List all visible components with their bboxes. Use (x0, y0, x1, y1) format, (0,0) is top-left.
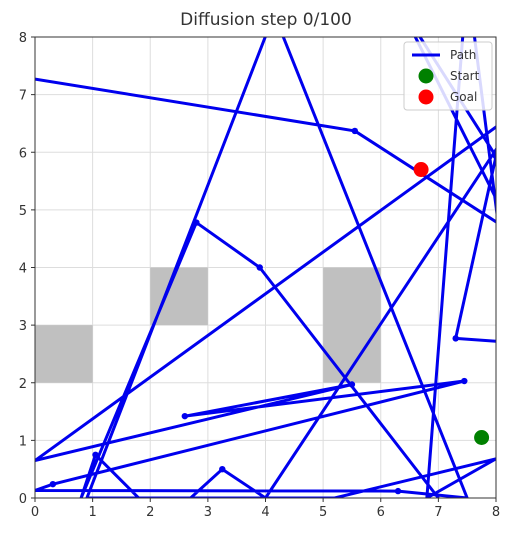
x-tick-label: 7 (434, 505, 442, 520)
y-tick-label: 7 (19, 89, 27, 104)
start-marker (474, 429, 490, 445)
goal-marker (413, 162, 429, 178)
x-tick-label: 0 (31, 505, 39, 520)
x-tick-label: 8 (492, 505, 500, 520)
legend-label: Goal (450, 90, 477, 104)
path-waypoint (193, 219, 200, 226)
path-waypoint (348, 381, 356, 388)
y-tick-label: 4 (19, 262, 27, 277)
legend: Path Start Goal (403, 41, 493, 111)
x-tick-label: 1 (88, 505, 96, 520)
legend-label: Start (450, 69, 480, 83)
x-tick-label: 5 (319, 505, 327, 520)
obstacle (35, 325, 93, 383)
y-tick-label: 8 (19, 31, 27, 46)
path-waypoint (461, 377, 468, 385)
legend-label: Path (450, 48, 476, 62)
x-tick-label: 3 (204, 505, 212, 520)
x-tick-label: 4 (261, 505, 269, 520)
y-tick-label: 0 (19, 492, 27, 507)
x-tick-label: 6 (377, 505, 385, 520)
y-tick-label: 1 (19, 434, 27, 449)
path-waypoint (351, 127, 359, 135)
series-layer (35, 37, 496, 498)
legend-start-swatch (418, 68, 434, 84)
y-tick-label: 2 (19, 377, 27, 392)
chart-title: Diffusion step 0/100 (180, 10, 352, 30)
path-waypoint (181, 412, 189, 420)
path-waypoint (49, 480, 57, 488)
path-waypoint (256, 264, 263, 271)
x-tick-label: 2 (146, 505, 154, 520)
path-waypoint (219, 465, 226, 473)
path-waypoint (92, 451, 99, 458)
legend-goal-swatch (418, 89, 434, 105)
y-tick-label: 6 (19, 146, 27, 161)
path-waypoint (452, 335, 459, 342)
y-tick-label: 5 (19, 204, 27, 219)
axis-ticks: 0 1 2 3 4 5 6 7 8 0 1 2 3 4 5 6 7 8 (19, 31, 500, 520)
y-tick-label: 3 (19, 319, 27, 334)
obstacle (150, 267, 208, 326)
path-waypoint (492, 153, 496, 160)
path-waypoint (394, 487, 402, 495)
